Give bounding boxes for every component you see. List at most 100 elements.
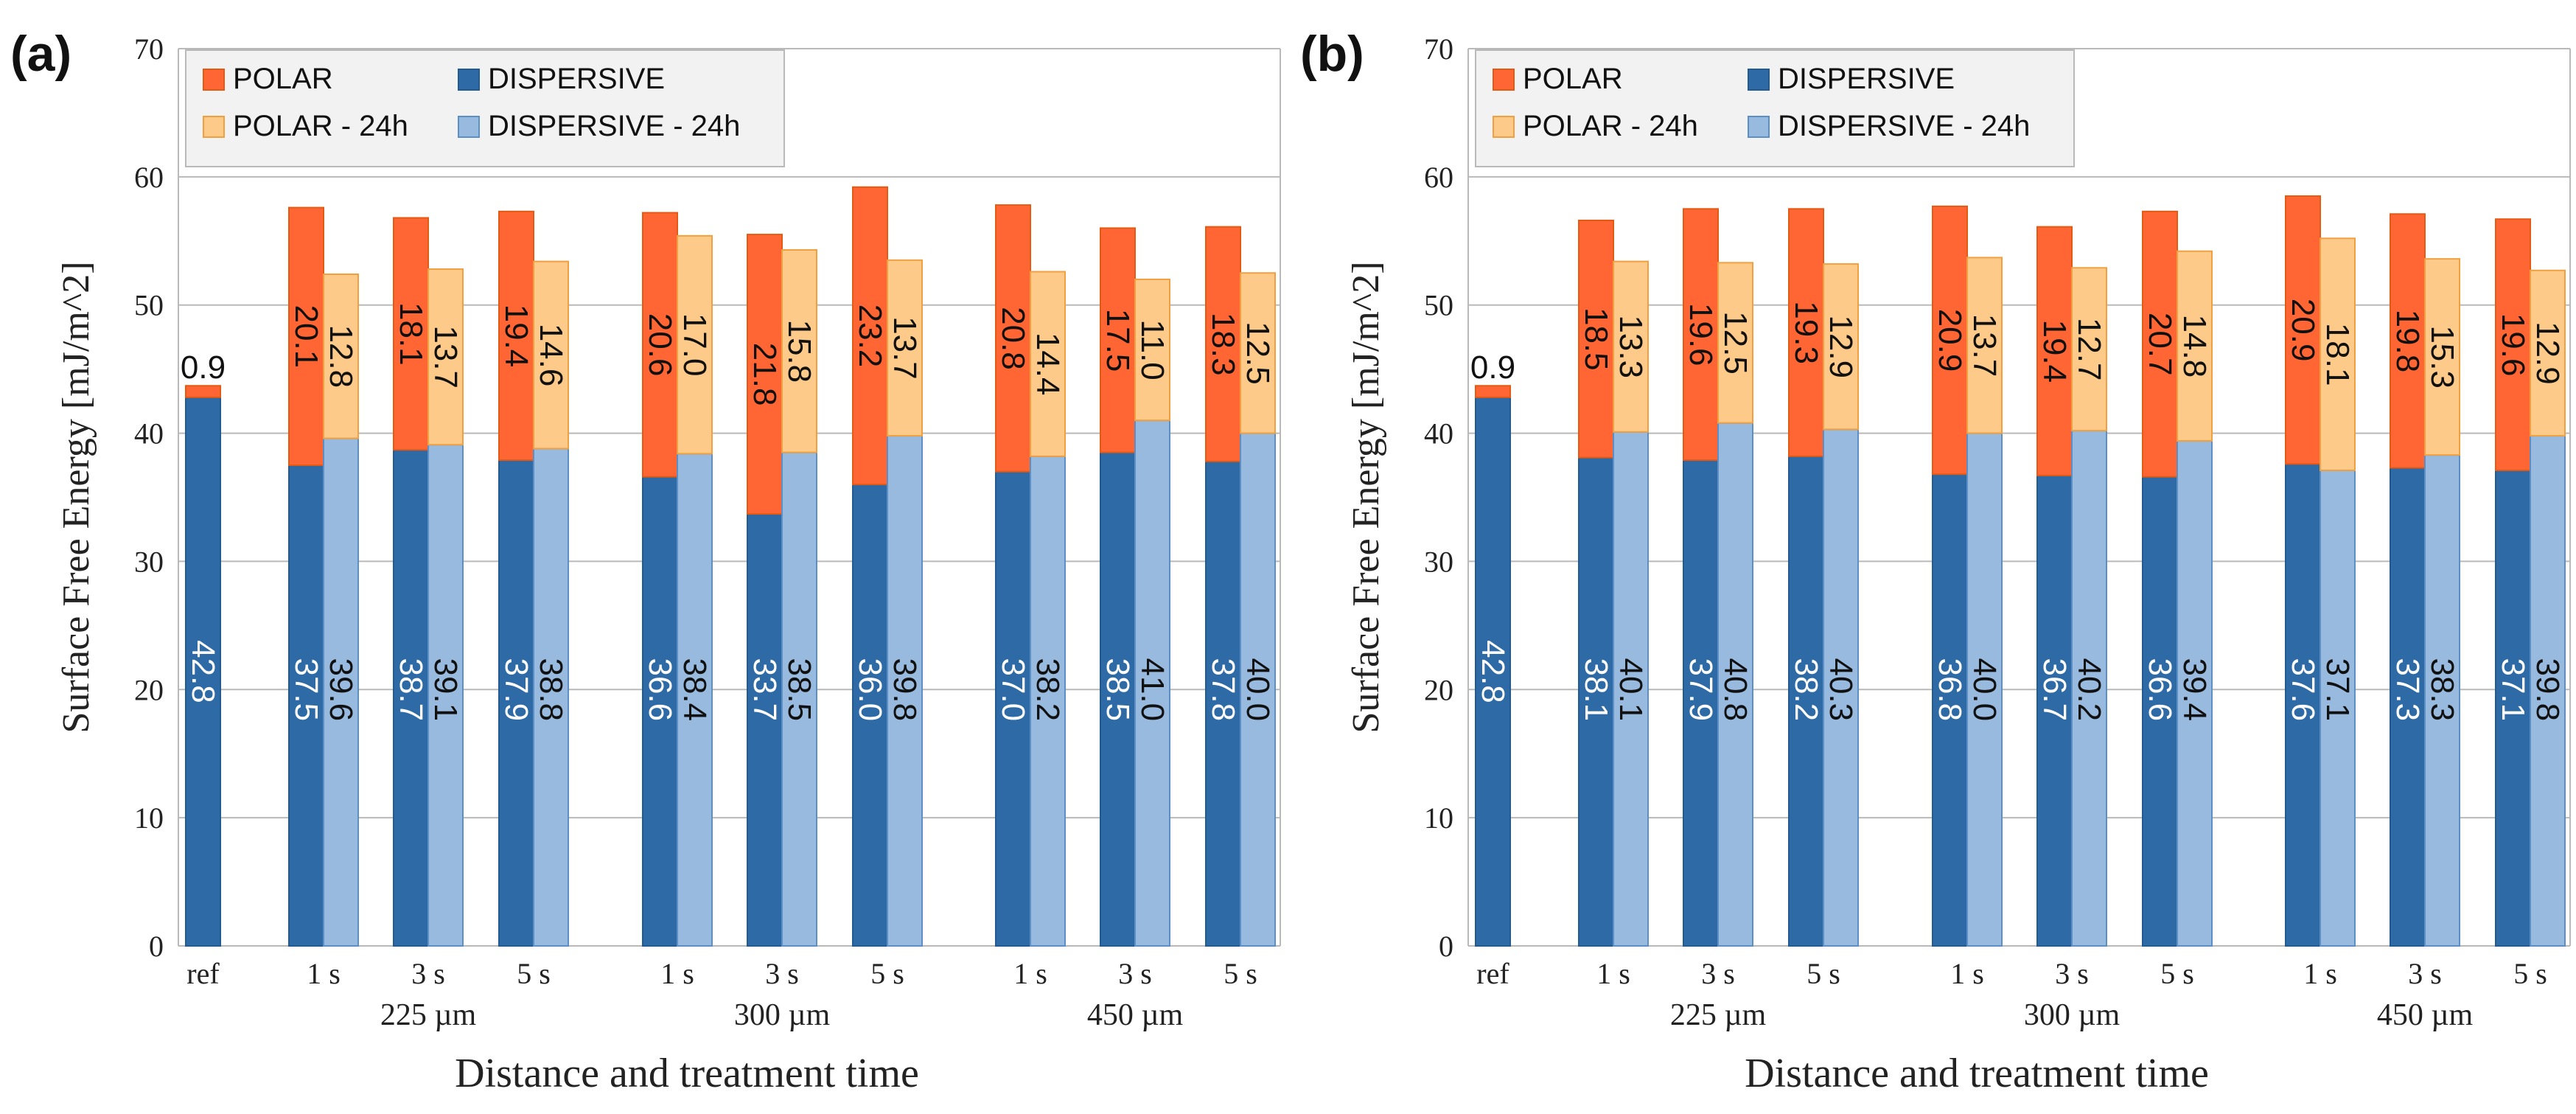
x-tick-label: 5 s: [1224, 957, 1257, 990]
legend-box: [185, 49, 785, 167]
data-label-polar: 21.8: [747, 343, 783, 406]
data-label-polar-24h: 12.9: [1823, 315, 1859, 378]
legend-label: DISPERSIVE: [1778, 63, 1955, 95]
data-label-dispersive: 37.5: [288, 658, 324, 721]
bar-polar-24h: [1030, 271, 1066, 457]
data-label-dispersive-24h: 38.8: [533, 658, 569, 721]
bar-dispersive-24h: [2320, 469, 2356, 947]
bar-dispersive-24h: [533, 448, 569, 947]
data-label-polar-24h: 18.1: [2320, 323, 2356, 386]
y-tick-label: 20: [134, 673, 164, 706]
bar-polar: [1578, 219, 1614, 459]
y-tick-label: 30: [134, 545, 164, 578]
y-tick-label: 60: [134, 161, 164, 194]
data-label-polar: 19.4: [2036, 319, 2073, 383]
bar-polar-24h: [2320, 237, 2356, 471]
data-label-dispersive: 37.1: [2495, 658, 2531, 721]
bar-polar: [1932, 205, 1968, 476]
bar-polar: [2142, 210, 2178, 478]
data-label-dispersive: 38.1: [1578, 658, 1614, 721]
bar-polar: [2495, 218, 2531, 471]
data-label-dispersive: 37.6: [2285, 658, 2321, 721]
data-label-polar: 19.6: [1683, 303, 1719, 366]
x-tick-label: 3 s: [1118, 957, 1152, 990]
y-tick-label: 60: [1424, 161, 1453, 194]
bar-polar-24h: [1134, 278, 1170, 422]
data-label-dispersive: 36.8: [1932, 658, 1968, 721]
bar-dispersive-24h: [2424, 454, 2460, 947]
x-tick-label: 5 s: [1807, 957, 1840, 990]
data-label-dispersive-24h: 38.4: [677, 658, 713, 721]
data-label-polar-24h: 12.7: [2071, 318, 2107, 381]
data-label-polar: 19.6: [2495, 313, 2531, 377]
data-label-polar: 18.3: [1205, 313, 1241, 376]
chart-panel-a: 0 10 20 30 40 50 60 70 (a) Surface Free Energy [m…: [10, 26, 1281, 1096]
bar-ref-polar: [1475, 385, 1511, 398]
data-label-dispersive-24h: 38.3: [2424, 658, 2460, 721]
legend-swatch: [203, 69, 225, 91]
x-group-label: 225 µm: [1670, 998, 1767, 1032]
data-label-polar: 23.2: [852, 304, 888, 368]
data-label-dispersive-24h: 40.8: [1717, 658, 1753, 721]
bar-polar: [1100, 227, 1136, 453]
bar-dispersive-24h: [2177, 440, 2213, 947]
bar-polar-24h: [2071, 267, 2107, 432]
data-label-ref-dispersive: 42.8: [1475, 640, 1511, 703]
bar-dispersive: [995, 470, 1031, 947]
data-label-dispersive-24h: 40.2: [2071, 658, 2107, 721]
bar-dispersive-24h: [1966, 432, 2003, 947]
x-group-label: 450 µm: [2377, 998, 2474, 1032]
y-tick-label: 70: [134, 32, 164, 66]
bar-dispersive: [498, 459, 534, 947]
bar-dispersive: [1788, 455, 1824, 947]
bar-polar-24h: [887, 259, 923, 437]
data-label-dispersive-24h: 39.4: [2177, 658, 2213, 721]
legend-label: DISPERSIVE - 24h: [1778, 110, 2030, 142]
bar-polar: [747, 234, 783, 515]
x-group-label: 225 µm: [380, 998, 477, 1032]
bar-polar-24h: [2177, 250, 2213, 442]
bar-dispersive: [1932, 473, 1968, 947]
data-label-dispersive-24h: 40.1: [1613, 658, 1649, 721]
data-label-dispersive: 37.9: [1683, 658, 1719, 721]
legend-swatch: [1748, 116, 1770, 138]
data-label-polar-24h: 12.5: [1240, 321, 1276, 385]
bar-polar-24h: [2424, 258, 2460, 456]
data-label-polar: 18.1: [393, 302, 429, 366]
x-group-label: 300 µm: [734, 998, 831, 1032]
data-label-polar: 20.9: [1932, 309, 1968, 372]
x-axis-title: Distance and treatment time: [455, 1051, 919, 1096]
data-label-dispersive-24h: 39.8: [2530, 658, 2566, 721]
data-label-dispersive-24h: 40.0: [1240, 658, 1276, 721]
legend-swatch: [458, 69, 480, 91]
y-tick-label: 10: [1424, 801, 1453, 835]
x-group-label: 450 µm: [1087, 998, 1184, 1032]
y-tick-label: 70: [1424, 32, 1453, 66]
bar-polar-24h: [677, 234, 713, 455]
bar-polar-24h: [781, 248, 817, 453]
data-label-polar-24h: 14.6: [533, 324, 569, 387]
data-label-polar-24h: 12.5: [1717, 311, 1753, 375]
y-axis-title: Surface Free Energy [mJ/m^2]: [55, 261, 97, 733]
data-label-polar-24h: 13.7: [427, 325, 464, 389]
x-axis-title: Distance and treatment time: [1745, 1051, 2209, 1096]
data-label-polar: 20.6: [642, 313, 678, 377]
data-label-polar-24h: 17.0: [677, 313, 713, 377]
bar-dispersive: [2036, 474, 2073, 947]
bar-dispersive-24h: [887, 435, 923, 947]
x-tick-label: 3 s: [411, 957, 445, 990]
data-label-polar: 20.8: [995, 307, 1031, 370]
bar-dispersive-24h: [1613, 431, 1649, 947]
legend-label: POLAR - 24h: [1523, 110, 1698, 142]
x-tick-label: 5 s: [2513, 957, 2547, 990]
data-label-dispersive: 38.2: [1788, 658, 1824, 721]
bar-dispersive-24h: [1240, 432, 1276, 947]
bar-polar: [642, 212, 678, 478]
data-label-polar-24h: 12.8: [323, 324, 359, 388]
bar-polar-24h: [323, 273, 359, 439]
data-label-polar-24h: 13.3: [1613, 315, 1649, 378]
data-label-dispersive: 37.8: [1205, 658, 1241, 721]
bar-dispersive-24h: [677, 453, 713, 947]
data-label-dispersive: 38.5: [1100, 658, 1136, 721]
